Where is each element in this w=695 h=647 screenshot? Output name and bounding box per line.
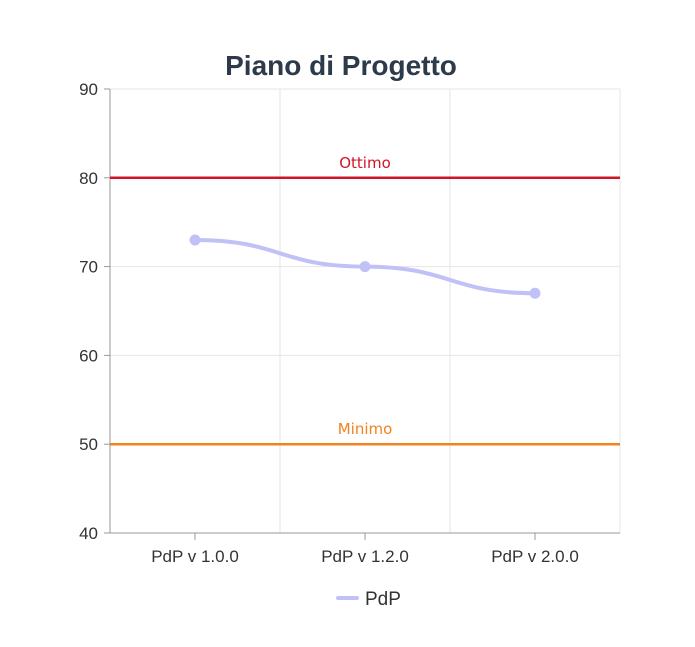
legend[interactable]: PdP [336, 589, 401, 610]
x-tick-label: PdP v 1.0.0 [151, 547, 239, 566]
legend-label[interactable]: PdP [365, 589, 401, 610]
data-point[interactable] [189, 234, 201, 246]
series [189, 234, 541, 299]
x-tick-label: PdP v 1.2.0 [321, 547, 409, 566]
y-tick-label: 60 [79, 346, 98, 365]
data-point[interactable] [359, 261, 371, 273]
y-tick-label: 80 [79, 169, 98, 188]
reference-label-minimo: Minimo [338, 420, 393, 438]
reference-label-ottimo: Ottimo [339, 154, 391, 172]
reference-lines: Ottimo Minimo [110, 154, 620, 446]
y-tick-label: 50 [79, 435, 98, 454]
y-tick-label: 70 [79, 258, 98, 277]
axes: 40 50 60 70 80 90 PdP v 1.0.0 PdP v 1.2.0 PdP v … [79, 80, 620, 566]
y-tick-label: 90 [79, 80, 98, 99]
data-point[interactable] [529, 287, 541, 299]
x-tick-label: PdP v 2.0.0 [491, 547, 579, 566]
y-tick-label: 40 [79, 524, 98, 543]
chart-title: Piano di Progetto [225, 50, 457, 81]
